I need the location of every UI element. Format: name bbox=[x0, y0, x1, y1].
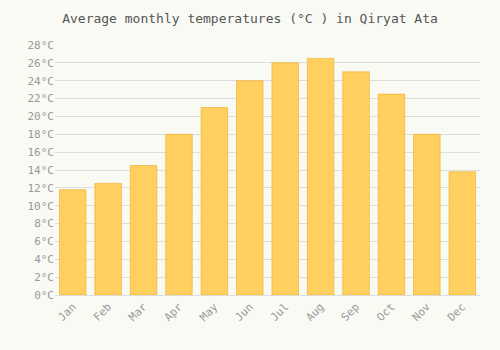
svg-text:22°C: 22°C bbox=[28, 92, 55, 105]
svg-text:Sep: Sep bbox=[339, 301, 362, 324]
svg-text:Feb: Feb bbox=[91, 301, 114, 324]
svg-text:26°C: 26°C bbox=[28, 57, 55, 70]
svg-text:Mar: Mar bbox=[126, 300, 150, 324]
svg-text:Apr: Apr bbox=[162, 300, 186, 324]
svg-text:0°C: 0°C bbox=[34, 289, 54, 302]
svg-text:16°C: 16°C bbox=[28, 146, 55, 159]
svg-text:20°C: 20°C bbox=[28, 110, 55, 123]
svg-text:24°C: 24°C bbox=[28, 75, 55, 88]
svg-text:10°C: 10°C bbox=[28, 200, 55, 213]
svg-text:Dec: Dec bbox=[445, 301, 468, 324]
svg-text:2°C: 2°C bbox=[34, 271, 54, 284]
svg-text:4°C: 4°C bbox=[34, 253, 54, 266]
svg-text:Jun: Jun bbox=[233, 301, 256, 324]
svg-text:12°C: 12°C bbox=[28, 182, 55, 195]
svg-text:May: May bbox=[197, 300, 221, 324]
svg-text:Aug: Aug bbox=[303, 301, 326, 324]
svg-text:Jan: Jan bbox=[55, 301, 78, 324]
svg-text:Nov: Nov bbox=[410, 300, 434, 324]
svg-text:6°C: 6°C bbox=[34, 235, 54, 248]
svg-text:8°C: 8°C bbox=[34, 217, 54, 230]
svg-text:Oct: Oct bbox=[374, 301, 397, 324]
svg-text:28°C: 28°C bbox=[28, 39, 55, 52]
svg-text:14°C: 14°C bbox=[28, 164, 55, 177]
svg-text:18°C: 18°C bbox=[28, 128, 55, 141]
svg-text:Average monthly temperatures (: Average monthly temperatures (°C ) in Qi… bbox=[62, 11, 438, 26]
svg-text:Jul: Jul bbox=[268, 301, 291, 324]
